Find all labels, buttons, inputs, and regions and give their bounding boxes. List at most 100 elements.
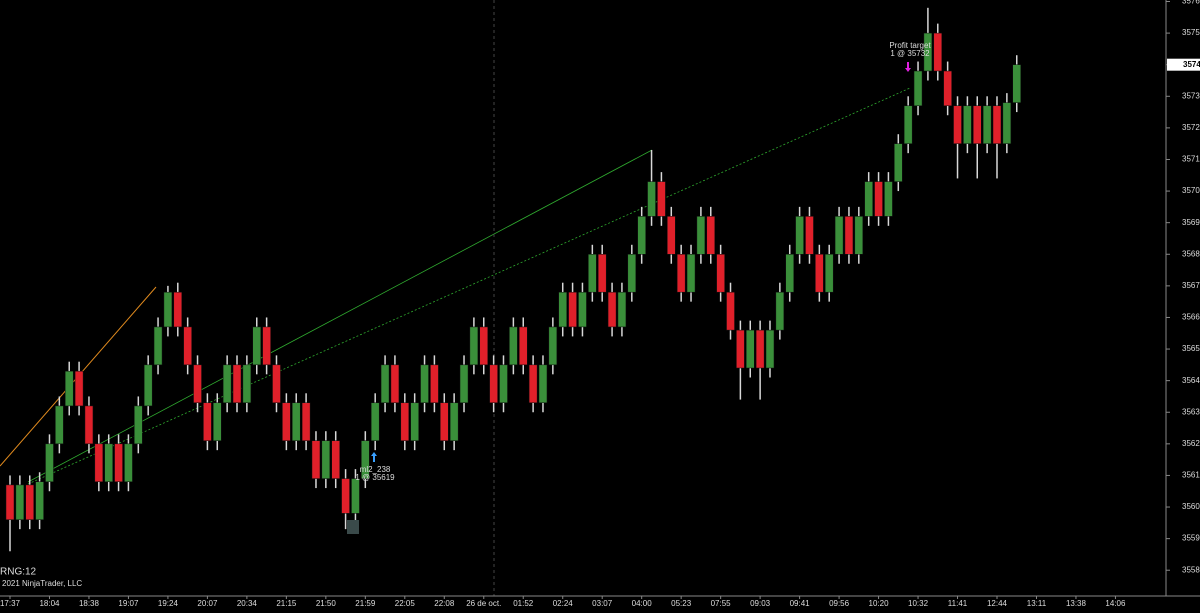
candle-body [252,326,261,366]
candle-body [647,181,656,217]
y-tick-label: 35600 [1182,502,1200,511]
candle-body [341,478,350,514]
candle-body [153,326,163,366]
x-tick-label: 02:24 [553,599,574,608]
x-tick-label: 10:32 [908,599,929,608]
candle-body [548,326,558,366]
x-tick-label: 09:56 [829,599,850,608]
x-tick-label: 13:38 [1066,599,1087,608]
candles [5,7,1021,552]
candle-body [815,254,824,293]
x-tick-label: 05:23 [671,599,692,608]
candle-body [844,216,854,255]
candle-body [331,440,340,479]
candle-body [686,254,696,293]
y-tick-label: 35730 [1182,91,1200,100]
candle-body [509,326,518,366]
candle-body [992,105,1002,144]
y-tick-label: 35660 [1182,313,1200,322]
x-tick-label: 18:04 [39,599,60,608]
candle-body [884,181,893,217]
y-tick-label: 35650 [1182,344,1200,353]
y-tick-label: 35750 [1182,28,1200,37]
candle-body [518,326,528,366]
candle-body [913,70,923,107]
candle-body [943,70,952,107]
y-tick-label: 35680 [1182,249,1200,258]
x-tick-label: 22:08 [434,599,455,608]
candle-body [390,364,400,404]
candle-body [676,254,686,293]
candle-body [400,402,410,441]
candle-body [84,405,94,445]
trade-line [27,87,911,485]
last-price-box [1167,58,1200,71]
candle-body [617,291,627,328]
x-tick-label: 21:15 [276,599,297,608]
x-tick-label: 22:05 [395,599,416,608]
candle-body [94,443,104,483]
candle-body [588,254,597,293]
trend-line [27,149,653,483]
candle-body [854,216,864,255]
candle-body [351,478,360,514]
candle-body [262,326,271,366]
candle-body [143,364,153,407]
candle-body [903,105,913,144]
candle-body [213,402,222,441]
candle-body [874,181,883,217]
candle-body [361,440,370,479]
y-tick-label: 35710 [1182,155,1200,164]
y-tick-label: 35640 [1182,376,1200,385]
x-tick-label: 11:41 [948,599,968,608]
candle-body [321,440,331,479]
candle-body [15,484,25,520]
x-tick-label: 26 de oct. [466,599,501,608]
candle-body [805,216,814,255]
candle-body [597,254,607,293]
candle-body [242,364,252,404]
exit-fill: 1 @ 35732 [890,49,930,58]
candle-body [469,326,479,366]
candle-body [528,364,538,404]
entry-fill: 1 @ 35619 [355,473,395,482]
candle-body [232,364,242,404]
candle-body [114,443,123,483]
x-tick-label: 04:00 [632,599,653,608]
x-tick-label: 01:52 [513,599,534,608]
x-tick-label: 21:59 [355,599,376,608]
candle-body [203,402,212,441]
y-tick-label: 35590 [1182,534,1200,543]
y-tick-label: 35580 [1182,565,1200,574]
indicator-label: RNG:12 [0,567,37,578]
candle-body [272,364,281,404]
candle-body [726,291,735,331]
candle-body [380,364,390,404]
x-tick-label: 13:11 [1027,599,1047,608]
candle-body [657,181,666,217]
candle-body [755,329,765,369]
candle-body [1012,64,1021,103]
candle-body [775,291,785,331]
x-tick-label: 12:44 [987,599,1008,608]
x-tick-label: 18:38 [79,599,100,608]
candle-body [894,143,903,182]
candle-body [134,405,143,445]
x-tick-label: 20:34 [237,599,258,608]
candle-body [933,32,943,72]
candle-body [64,370,74,407]
y-tick-label: 35760 [1182,0,1200,6]
candle-body [291,402,301,441]
candle-body [963,105,972,144]
candle-body [864,181,873,217]
candle-body [440,402,449,441]
candle-body [637,216,646,255]
y-tick-label: 35610 [1182,471,1200,480]
candle-body [420,364,429,404]
candle-body [311,440,321,479]
x-tick-label: 09:03 [750,599,771,608]
y-tick-label: 35670 [1182,281,1200,290]
x-tick-label: 17:37 [0,599,21,608]
